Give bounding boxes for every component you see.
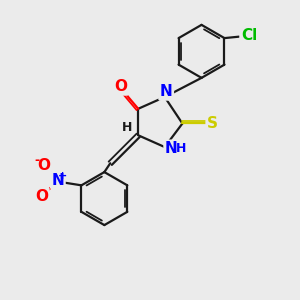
Text: O: O bbox=[114, 79, 127, 94]
Text: +: + bbox=[58, 171, 68, 181]
Text: Cl: Cl bbox=[241, 28, 257, 43]
Text: N: N bbox=[165, 141, 178, 156]
Text: -: - bbox=[34, 154, 40, 166]
Text: N: N bbox=[52, 172, 64, 188]
Text: H: H bbox=[122, 121, 132, 134]
Text: O: O bbox=[35, 189, 48, 204]
Text: H: H bbox=[176, 142, 186, 155]
Text: N: N bbox=[160, 84, 172, 99]
Text: S: S bbox=[207, 116, 218, 131]
Text: O: O bbox=[37, 158, 50, 173]
